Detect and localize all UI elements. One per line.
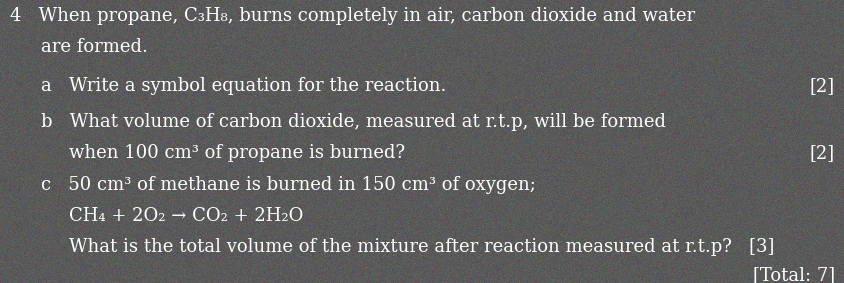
Text: a   Write a symbol equation for the reaction.: a Write a symbol equation for the reacti… [41, 77, 446, 95]
Text: when 100 cm³ of propane is burned?: when 100 cm³ of propane is burned? [69, 144, 405, 162]
Text: [Total: 7]: [Total: 7] [752, 266, 834, 283]
Text: [2]: [2] [809, 77, 834, 95]
Text: 4   When propane, C₃H₈, burns completely in air, carbon dioxide and water: 4 When propane, C₃H₈, burns completely i… [10, 7, 695, 25]
Text: [2]: [2] [809, 144, 834, 162]
Text: CH₄ + 2O₂ → CO₂ + 2H₂O: CH₄ + 2O₂ → CO₂ + 2H₂O [69, 207, 303, 225]
Text: b   What volume of carbon dioxide, measured at r.t.p, will be formed: b What volume of carbon dioxide, measure… [41, 113, 665, 131]
Text: c   50 cm³ of methane is burned in 150 cm³ of oxygen;: c 50 cm³ of methane is burned in 150 cm³… [41, 175, 535, 194]
Text: are formed.: are formed. [41, 38, 147, 56]
Text: What is the total volume of the mixture after reaction measured at r.t.p?   [3]: What is the total volume of the mixture … [69, 238, 774, 256]
